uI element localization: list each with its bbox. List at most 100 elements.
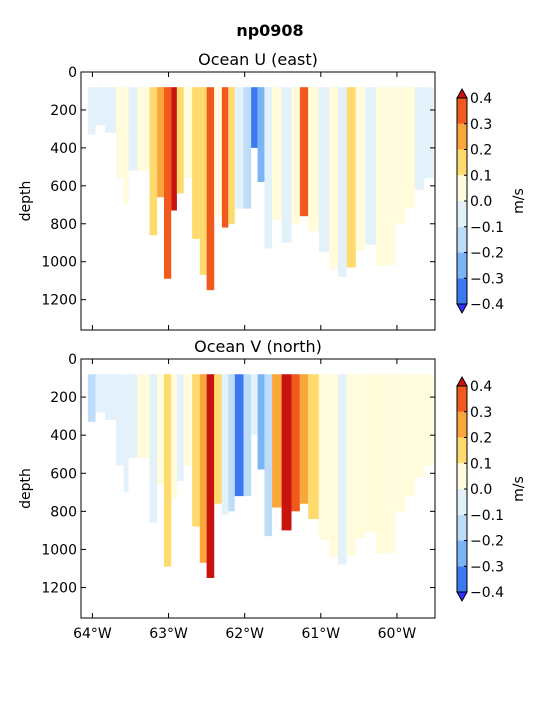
panel-title: Ocean V (north) (194, 337, 322, 356)
colorbar-label: m/s (511, 476, 527, 502)
colorbar-band (457, 489, 467, 515)
profile-cell (264, 374, 273, 537)
profile-cell (414, 374, 425, 478)
profile-cell (272, 87, 282, 220)
profile-cell (355, 87, 366, 251)
profile-cell (87, 374, 96, 422)
profile-cell (183, 87, 193, 179)
profile-cell (128, 87, 138, 171)
colorbar-band (457, 201, 467, 227)
colorbar-tick-label: 0.4 (470, 379, 492, 395)
colorbar-tick-label: −0.2 (470, 534, 504, 550)
profile-cell (199, 87, 207, 275)
x-tick-label: 61°W (301, 626, 340, 642)
colorbar-tick-label: −0.1 (470, 220, 504, 236)
profile-cell (376, 374, 387, 554)
profile-cell (291, 374, 300, 512)
profile-cell (104, 87, 117, 133)
profile-cell (251, 374, 258, 436)
profile-cell (243, 374, 252, 497)
colorbar-tick-label: 0.3 (470, 117, 492, 133)
ocean-u-panel: Ocean U (east) 0 200 400 600 800 1000 1200 depth… (18, 50, 527, 331)
profile-cell (281, 87, 292, 243)
profile-cell (308, 374, 319, 519)
colorbar-extend-min (456, 303, 468, 315)
colorbar-band (457, 386, 467, 412)
profile-cell (137, 87, 150, 171)
panel-title: Ocean U (east) (198, 50, 318, 69)
colorbar-band (457, 514, 467, 541)
colorbar-tick-label: −0.3 (470, 559, 504, 575)
profile-cell (318, 374, 330, 540)
axes-frame (80, 71, 436, 331)
profile-cell (365, 374, 376, 533)
colorbar-band (457, 252, 467, 279)
profile-cell (414, 87, 425, 190)
profile-cell (272, 374, 282, 508)
colorbar: −0.4 −0.3 −0.2 −0.1 0.0 0.1 0.2 0.3 0.4 m/s (456, 87, 527, 315)
y-tick-label: 0 (68, 65, 77, 81)
colorbar-tick-label: 0.3 (470, 405, 492, 421)
colorbar-band (457, 149, 467, 176)
profile-cell (157, 374, 164, 485)
profile-cell (128, 374, 138, 459)
profile-cell (234, 87, 244, 209)
profile-cell (257, 87, 265, 183)
profile-cell (329, 374, 338, 558)
x-tick-label: 62°W (225, 626, 264, 642)
profile-cell (337, 87, 347, 277)
y-tick-label: 400 (50, 141, 77, 157)
profile-cell (329, 87, 338, 270)
profile-cell (87, 87, 96, 135)
colorbar-band (457, 540, 467, 567)
profile-cell (424, 87, 434, 179)
profile-cell (116, 87, 124, 179)
y-tick-label: 400 (50, 428, 77, 444)
profile-cell (192, 374, 200, 527)
y-tick-label: 1200 (41, 581, 77, 597)
profile-cell (386, 374, 396, 554)
x-tick-label: 60°W (378, 626, 417, 642)
profile-layer (87, 374, 434, 579)
colorbar-tick-label: 0.2 (470, 143, 492, 159)
profile-cell (281, 374, 292, 531)
colorbar-tick-label: −0.4 (470, 585, 504, 601)
x-tick-label: 64°W (73, 626, 112, 642)
ocean-v-panel: Ocean V (north) 0 200 400 600 800 1000 1200 dept… (18, 337, 527, 642)
colorbar-band (457, 566, 467, 592)
y-tick-label: 0 (68, 352, 77, 368)
x-tick-label: 63°W (149, 626, 188, 642)
profile-cell (163, 374, 172, 567)
profile-cell (318, 87, 330, 253)
profile-cell (95, 87, 105, 126)
profile-cell (221, 87, 229, 228)
y-tick-label: 1200 (41, 293, 77, 309)
profile-cell (424, 374, 434, 466)
profile-cell (149, 374, 158, 523)
profile-cell (171, 87, 177, 211)
profile-cell (95, 374, 105, 413)
profile-cell (299, 87, 309, 217)
colorbar-band (457, 98, 467, 124)
y-tick-label: 600 (50, 466, 77, 482)
colorbar-band (457, 226, 467, 253)
profile-cell (163, 87, 172, 279)
colorbar-band (457, 175, 467, 201)
profile-cell (251, 87, 258, 148)
profile-cell (365, 87, 376, 245)
profile-cell (206, 87, 215, 291)
profile-cell (376, 87, 387, 266)
colorbar-tick-label: 0.2 (470, 431, 492, 447)
profile-cell (176, 374, 184, 481)
colorbar-tick-label: −0.3 (470, 271, 504, 287)
y-tick-label: 1000 (41, 255, 77, 271)
y-axis-label: depth (18, 468, 34, 509)
profile-cell (116, 374, 124, 466)
profile-cell (234, 374, 244, 497)
profile-cell (405, 374, 415, 497)
colorbar-label: m/s (511, 188, 527, 214)
profile-cell (137, 374, 150, 459)
profile-cell (206, 374, 215, 579)
profile-cell (176, 87, 184, 194)
colorbar-band (457, 463, 467, 489)
